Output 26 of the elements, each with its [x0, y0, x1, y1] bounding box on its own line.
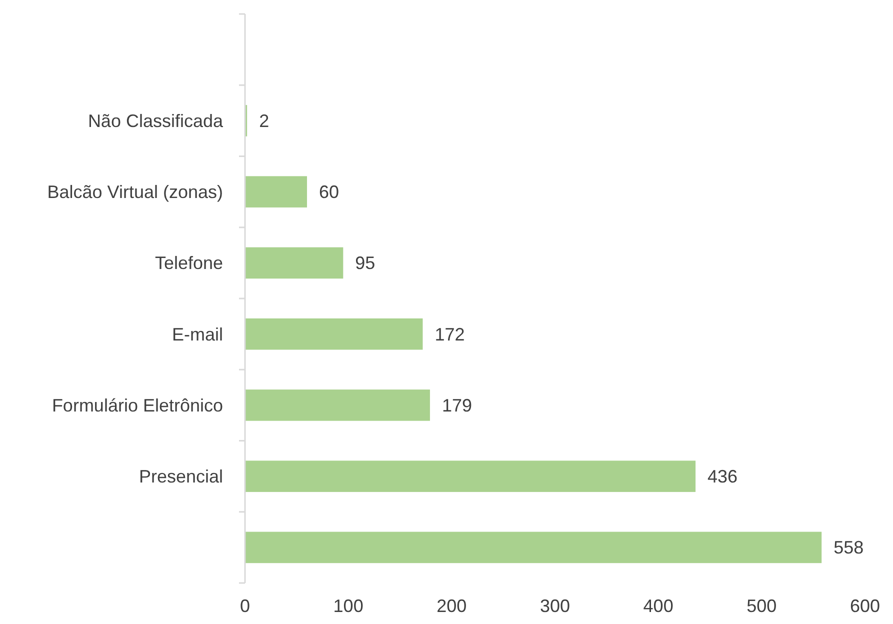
- y-tick-label: Telefone: [154, 253, 223, 274]
- data-label: 60: [319, 182, 340, 202]
- bar: [245, 247, 344, 279]
- x-tick-label: 0: [240, 596, 250, 616]
- bar: [245, 532, 822, 564]
- bar: [245, 390, 430, 421]
- data-label: 558: [834, 538, 864, 558]
- data-label: 436: [708, 466, 738, 487]
- y-tick-label: Balcão Virtual (zonas): [47, 182, 223, 202]
- data-label: 2: [259, 110, 270, 131]
- data-label: 172: [434, 324, 465, 344]
- bar: [245, 460, 696, 492]
- x-tick-label: 500: [746, 596, 777, 616]
- data-label: 95: [355, 253, 376, 274]
- y-tick-label: Formulário Eletrônico: [52, 395, 223, 416]
- y-tick-label: E-mail: [172, 324, 223, 344]
- y-tick-label: Não Classificada: [88, 110, 224, 131]
- x-tick-label: 600: [850, 596, 880, 616]
- x-tick-label: 100: [333, 596, 364, 616]
- bar: [245, 176, 307, 208]
- x-tick-label: 300: [540, 596, 570, 616]
- bar: [245, 318, 423, 350]
- x-tick-label: 400: [643, 596, 674, 616]
- x-tick-label: 200: [436, 596, 467, 616]
- data-label: 179: [442, 395, 472, 416]
- y-tick-label: Presencial: [138, 466, 223, 487]
